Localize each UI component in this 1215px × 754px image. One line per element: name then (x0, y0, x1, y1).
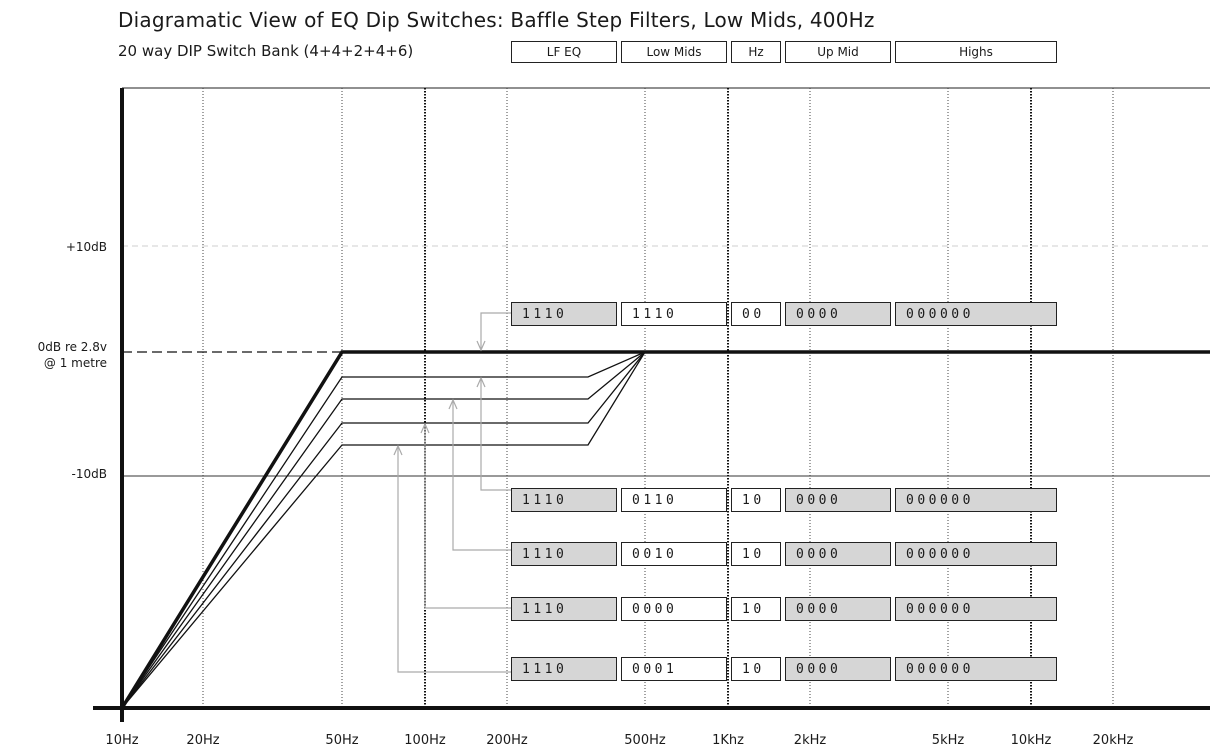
y-label-plus10: +10dB (65, 240, 107, 254)
eq-response-curves (121, 351, 646, 709)
arrow-row-5 (397, 447, 511, 673)
switch-low-mids: 0001 (621, 657, 727, 681)
y-label-zero-line1: 0dB re 2.8v (37, 340, 107, 354)
arrow-row-3 (452, 401, 511, 551)
header-hz: Hz (731, 41, 781, 63)
switch-highs: 000000 (895, 597, 1057, 621)
arrow-row-2 (480, 379, 511, 491)
header-low-mids: Low Mids (621, 41, 727, 63)
x-label-500hz: 500Hz (624, 733, 666, 748)
switch-lf-eq: 1110 (511, 597, 617, 621)
switch-hz: 00 (731, 302, 781, 326)
arrow-row-1 (480, 312, 511, 349)
y-label-minus10: -10dB (71, 467, 107, 481)
diagram-title: Diagramatic View of EQ Dip Switches: Baf… (118, 8, 875, 32)
x-label-50hz: 50Hz (325, 733, 359, 748)
switch-hz: 10 (731, 597, 781, 621)
pointer-arrows (393, 312, 511, 673)
switch-low-mids: 1110 (621, 302, 727, 326)
arrow-row-4 (424, 425, 511, 609)
header-up-mid: Up Mid (785, 41, 891, 63)
header-highs: Highs (895, 41, 1057, 63)
y-label-zero-line2: @ 1 metre (43, 356, 107, 370)
switch-highs: 000000 (895, 657, 1057, 681)
switch-hz: 10 (731, 488, 781, 512)
x-label-100hz: 100Hz (404, 733, 446, 748)
switch-highs: 000000 (895, 542, 1057, 566)
x-label-5khz: 5kHz (931, 733, 965, 748)
switch-hz: 10 (731, 657, 781, 681)
switch-low-mids: 0010 (621, 542, 727, 566)
x-label-20khz: 20kHz (1092, 733, 1134, 748)
x-label-2khz: 2kHz (793, 733, 827, 748)
switch-lf-eq: 1110 (511, 302, 617, 326)
switch-highs: 000000 (895, 488, 1057, 512)
switch-hz: 10 (731, 542, 781, 566)
flat-response-curve (120, 350, 1210, 709)
switch-lf-eq: 1110 (511, 542, 617, 566)
switch-up-mid: 0000 (785, 488, 891, 512)
switch-up-mid: 0000 (785, 542, 891, 566)
x-label-10hz: 10Hz (105, 733, 139, 748)
x-label-10khz: 10kHz (1010, 733, 1052, 748)
header-lf-eq: LF EQ (511, 41, 617, 63)
switch-low-mids: 0110 (621, 488, 727, 512)
switch-up-mid: 0000 (785, 657, 891, 681)
switch-lf-eq: 1110 (511, 488, 617, 512)
x-label-200hz: 200Hz (486, 733, 528, 748)
x-label-1khz: 1Khz (712, 733, 744, 748)
diagram-subtitle: 20 way DIP Switch Bank (4+4+2+4+6) (118, 42, 414, 60)
switch-up-mid: 0000 (785, 302, 891, 326)
switch-low-mids: 0000 (621, 597, 727, 621)
switch-highs: 000000 (895, 302, 1057, 326)
switch-up-mid: 0000 (785, 597, 891, 621)
switch-lf-eq: 1110 (511, 657, 617, 681)
x-label-20hz: 20Hz (186, 733, 220, 748)
